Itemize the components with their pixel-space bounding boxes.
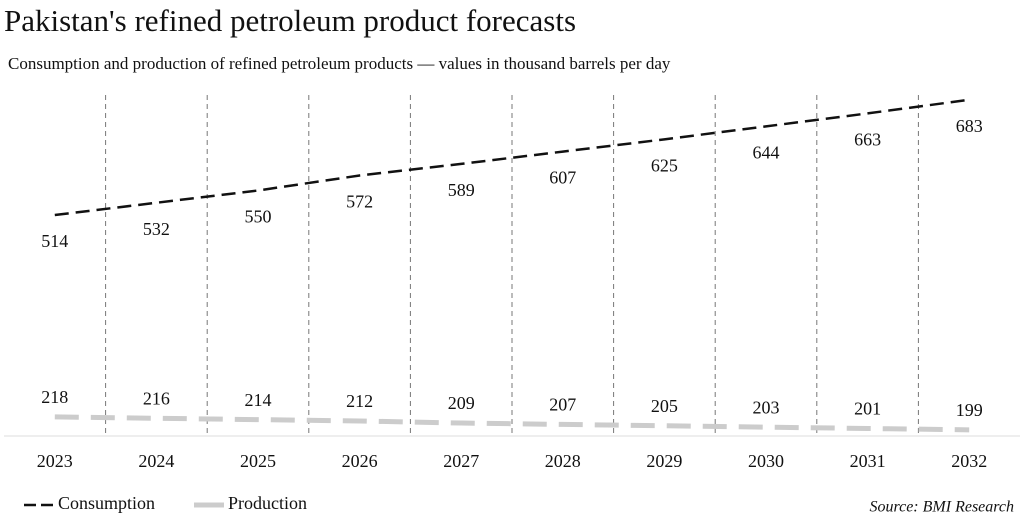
series-line xyxy=(54,414,970,433)
data-label: 201 xyxy=(854,399,881,419)
series-line xyxy=(54,98,970,217)
x-tick-label: 2025 xyxy=(240,451,276,471)
data-label: 205 xyxy=(651,396,678,416)
data-label: 572 xyxy=(346,192,373,212)
source: Source: BMI Research xyxy=(869,499,1014,516)
data-label: 625 xyxy=(651,155,678,175)
legend-label: Consumption xyxy=(58,493,155,513)
x-tick-label: 2028 xyxy=(545,451,581,471)
data-label: 589 xyxy=(448,180,475,200)
x-tick-label: 2030 xyxy=(748,451,784,471)
x-tick-label: 2031 xyxy=(850,451,886,471)
x-tick-label: 2024 xyxy=(138,451,174,471)
x-tick-label: 2032 xyxy=(951,451,987,471)
legend-label: Production xyxy=(228,493,307,513)
data-label: 550 xyxy=(245,207,272,227)
data-label: 218 xyxy=(41,387,68,407)
data-label: 644 xyxy=(753,142,780,162)
data-label: 214 xyxy=(245,390,272,410)
chart-title: Pakistan's refined petroleum product for… xyxy=(4,3,576,38)
data-label: 663 xyxy=(854,130,881,150)
data-label: 212 xyxy=(346,391,373,411)
data-label: 207 xyxy=(549,395,576,415)
data-label: 514 xyxy=(41,231,68,251)
data-label: 683 xyxy=(956,116,983,136)
chart-subtitle: Consumption and production of refined pe… xyxy=(8,54,671,73)
data-label: 216 xyxy=(143,388,170,408)
data-label: 209 xyxy=(448,393,475,413)
x-tick-label: 2026 xyxy=(342,451,378,471)
x-tick-label: 2023 xyxy=(37,451,73,471)
data-label: 203 xyxy=(753,397,780,417)
x-tick-label: 2027 xyxy=(443,451,479,471)
data-label: 607 xyxy=(549,168,576,188)
data-label: 532 xyxy=(143,219,170,239)
data-label: 199 xyxy=(956,400,983,420)
x-tick-label: 2029 xyxy=(646,451,682,471)
